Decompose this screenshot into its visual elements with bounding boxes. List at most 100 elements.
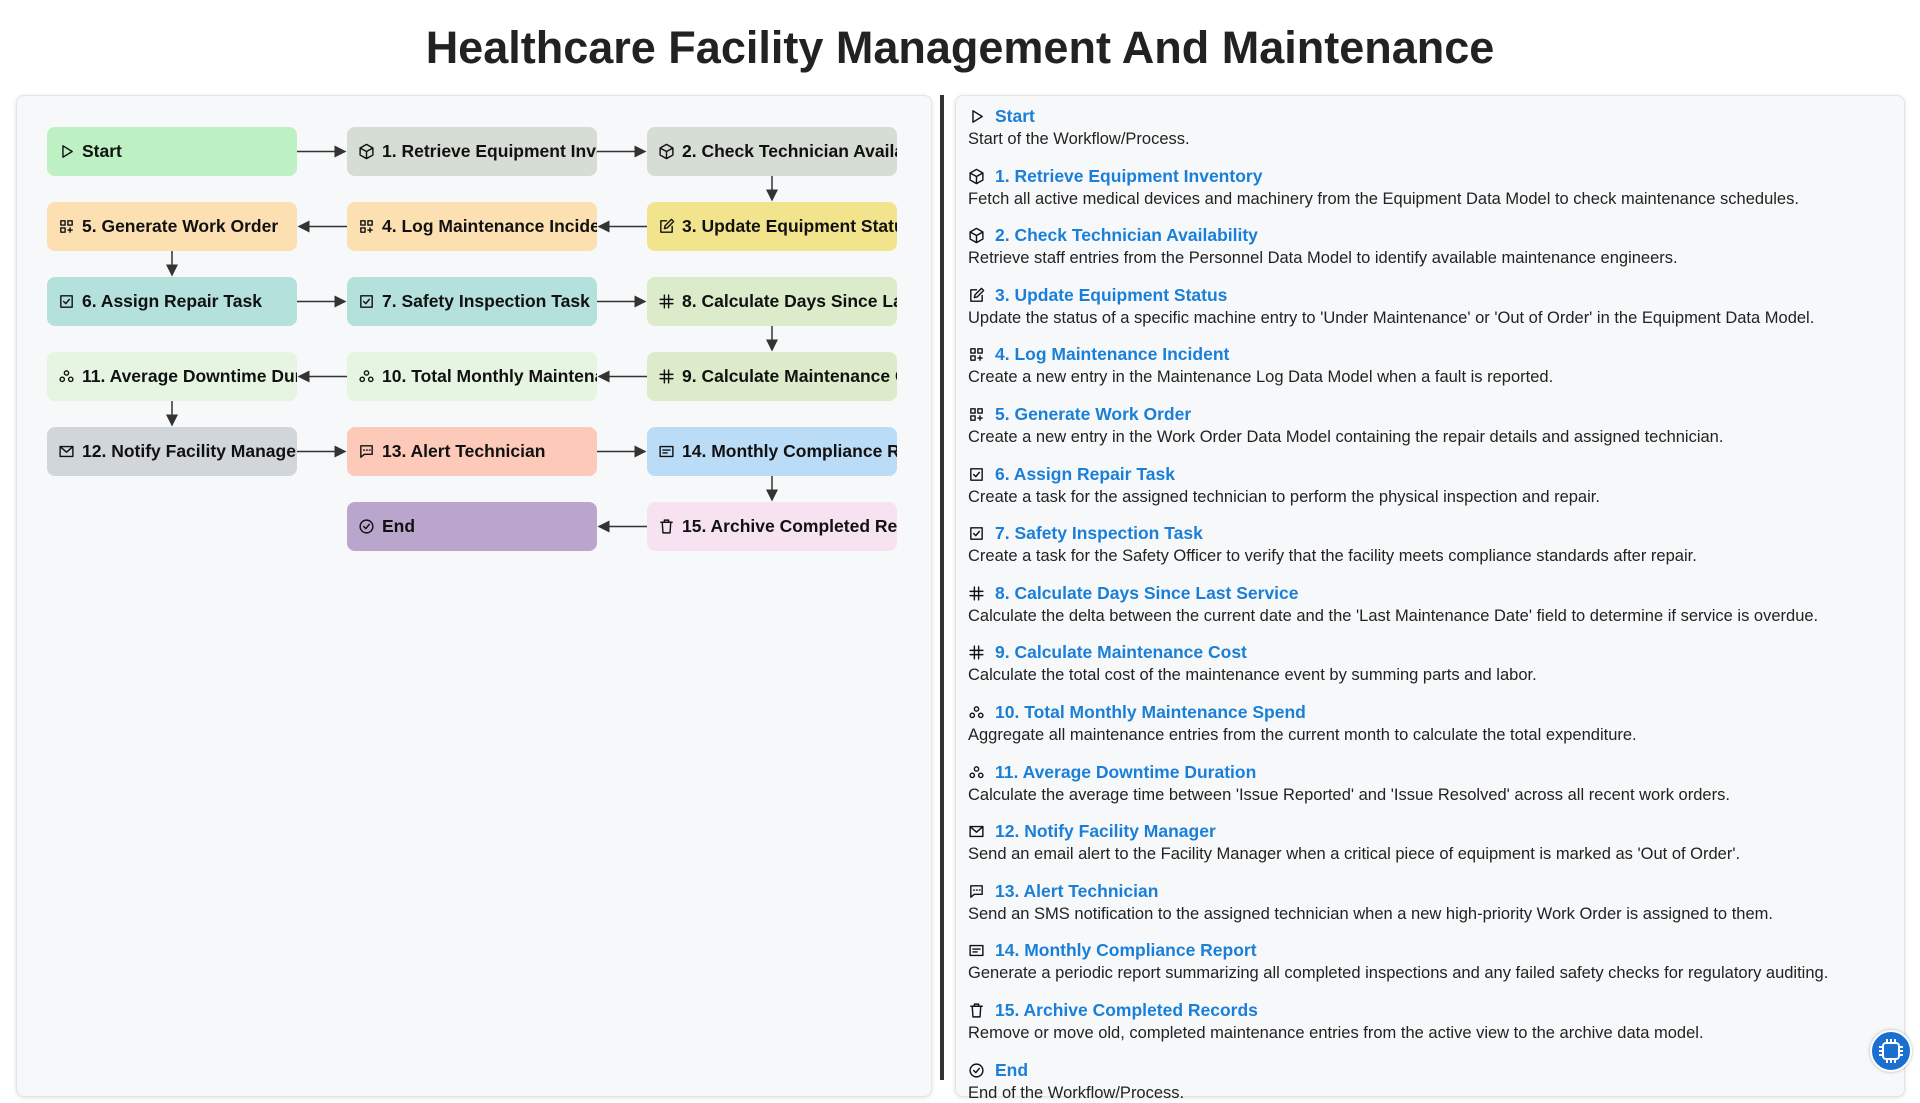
node-label: 11. Average Downtime Duration <box>82 366 297 386</box>
icon-shape <box>359 519 374 534</box>
detail-title-text: 11. Average Downtime Duration <box>995 761 1257 782</box>
icon-shape <box>659 369 674 384</box>
detail-title-text: 4. Log Maintenance Incident <box>995 344 1230 365</box>
icon-shape <box>359 370 374 383</box>
assistant-button[interactable] <box>1870 1030 1912 1072</box>
detail-title: 12. Notify Facility Manager <box>968 821 1740 842</box>
node-label: 14. Monthly Compliance Report <box>682 441 897 461</box>
icon <box>970 287 985 302</box>
icon-shape <box>969 1063 984 1078</box>
detail-title: 8. Calculate Days Since Last Service <box>968 583 1818 604</box>
node-label: 5. Generate Work Order <box>82 216 279 236</box>
icon-shape <box>970 348 983 362</box>
detail-entry: 1. Retrieve Equipment Inventory Fetch all… <box>968 166 1799 209</box>
detail-entry: 4. Log Maintenance Incident Create a new … <box>968 344 1553 387</box>
detail-description: Generate a periodic report summarizing a… <box>968 964 1829 983</box>
icon <box>59 370 74 383</box>
detail-description: Create a task for the assigned technicia… <box>968 487 1600 506</box>
detail-description: Create a new entry in the Maintenance Lo… <box>968 368 1554 387</box>
icon <box>360 220 373 233</box>
detail-entry: 2. Check Technician Availability Retrieve… <box>968 225 1678 268</box>
flow-node: 6. Assign Repair Task <box>47 277 297 326</box>
detail-description: Send an SMS notification to the assigned… <box>968 904 1773 923</box>
flow-node: 10. Total Monthly Maintenance Spend <box>347 352 597 401</box>
icon-shape <box>970 287 985 302</box>
detail-description: Start of the Workflow/Process. <box>968 130 1190 148</box>
detail-title: 9. Calculate Maintenance Cost <box>968 642 1537 663</box>
detail-description: Create a new entry in the Work Order Dat… <box>968 428 1724 446</box>
detail-description: Retrieve staff entries from the Personne… <box>968 249 1678 268</box>
icon-shape <box>970 408 983 421</box>
icon-shape <box>970 467 983 481</box>
detail-title: 3. Update Equipment Status <box>968 285 1814 306</box>
icon-shape <box>970 884 983 898</box>
node-label: End <box>382 516 416 536</box>
icon <box>972 110 983 123</box>
detail-entry: End End of the Workflow/Process. <box>968 1060 1184 1103</box>
detail-entry: 8. Calculate Days Since Last Service Calc… <box>968 583 1818 626</box>
detail-title-text: 2. Check Technician Availability <box>995 225 1258 246</box>
icon-shape <box>969 645 984 660</box>
detail-description: End of the Workflow/Process. <box>968 1083 1185 1102</box>
detail-title-text: 15. Archive Completed Records <box>995 1000 1258 1020</box>
icon <box>969 586 984 601</box>
detail-description: Update the status of a specific machine … <box>968 308 1815 327</box>
icon <box>969 706 984 719</box>
flow-node: 11. Average Downtime Duration <box>47 352 297 401</box>
detail-title: 7. Safety Inspection Task <box>968 523 1697 544</box>
detail-title-text: 14. Monthly Compliance Report <box>995 940 1257 961</box>
icon <box>359 519 374 534</box>
page-title: Healthcare Facility Management And Maint… <box>425 22 1495 73</box>
node-label: 10. Total Monthly Maintenance Spend <box>382 366 597 386</box>
detail-title: End <box>968 1060 1184 1081</box>
detail-title: 6. Assign Repair Task <box>968 464 1600 485</box>
icon <box>970 348 983 362</box>
node-label: 4. Log Maintenance Incident <box>382 216 597 236</box>
detail-title-text: 6. Assign Repair Task <box>995 463 1175 484</box>
detail-title-text: End <box>995 1059 1029 1080</box>
node-label: 6. Assign Repair Task <box>82 291 262 311</box>
icon <box>660 218 675 233</box>
icon-shape <box>62 145 73 158</box>
icon-shape <box>59 370 74 383</box>
icon-shape <box>972 110 983 123</box>
flow-node: 13. Alert Technician <box>347 427 597 476</box>
icon-shape <box>969 826 984 838</box>
details-panel: Start Start of the Workflow/Process. 1. Re… <box>955 95 1905 1102</box>
detail-title-text: 5. Generate Work Order <box>995 404 1192 424</box>
detail-entry: 15. Archive Completed Records Remove or m… <box>968 1000 1704 1043</box>
flow-node: 2. Check Technician Availability <box>647 127 897 176</box>
icon <box>970 467 983 481</box>
detail-description: Create a task for the Safety Officer to … <box>968 547 1697 566</box>
flow-node: 9. Calculate Maintenance Cost <box>647 352 897 401</box>
icon <box>969 945 984 957</box>
icon <box>969 645 984 660</box>
icon-shape <box>360 295 373 308</box>
detail-description: Remove or move old, completed maintenanc… <box>968 1024 1704 1042</box>
flow-panel: Start 1. Retrieve Equipment Inventory 2. C… <box>16 95 932 1097</box>
node-label: 13. Alert Technician <box>382 441 546 461</box>
detail-description: Fetch all active medical devices and mac… <box>968 189 1799 208</box>
icon-shape <box>660 218 675 233</box>
icon-shape <box>969 945 984 957</box>
icon-shape <box>659 143 674 160</box>
divider <box>940 95 944 1080</box>
detail-title: 14. Monthly Compliance Report <box>968 940 1828 961</box>
detail-title: 2. Check Technician Availability <box>968 225 1678 246</box>
icon <box>62 145 73 158</box>
detail-title-text: 1. Retrieve Equipment Inventory <box>995 165 1263 186</box>
flow-node: 15. Archive Completed Records <box>647 502 897 551</box>
flow-node: 1. Retrieve Equipment Inventory <box>347 127 597 176</box>
detail-title-text: 3. Update Equipment Status <box>995 284 1228 305</box>
icon <box>970 1003 983 1018</box>
icon-shape <box>659 445 674 458</box>
detail-description: Calculate the delta between the current … <box>968 606 1819 625</box>
detail-title: 10. Total Monthly Maintenance Spend <box>968 702 1637 723</box>
flow-node: 14. Monthly Compliance Report <box>647 427 897 476</box>
flow-node: 3. Update Equipment Status <box>647 202 897 251</box>
detail-title: 1. Retrieve Equipment Inventory <box>968 166 1799 187</box>
icon-shape <box>969 765 984 778</box>
detail-entry: 12. Notify Facility Manager Send an email… <box>968 821 1740 864</box>
icon <box>969 168 984 184</box>
icon-shape <box>969 168 984 184</box>
